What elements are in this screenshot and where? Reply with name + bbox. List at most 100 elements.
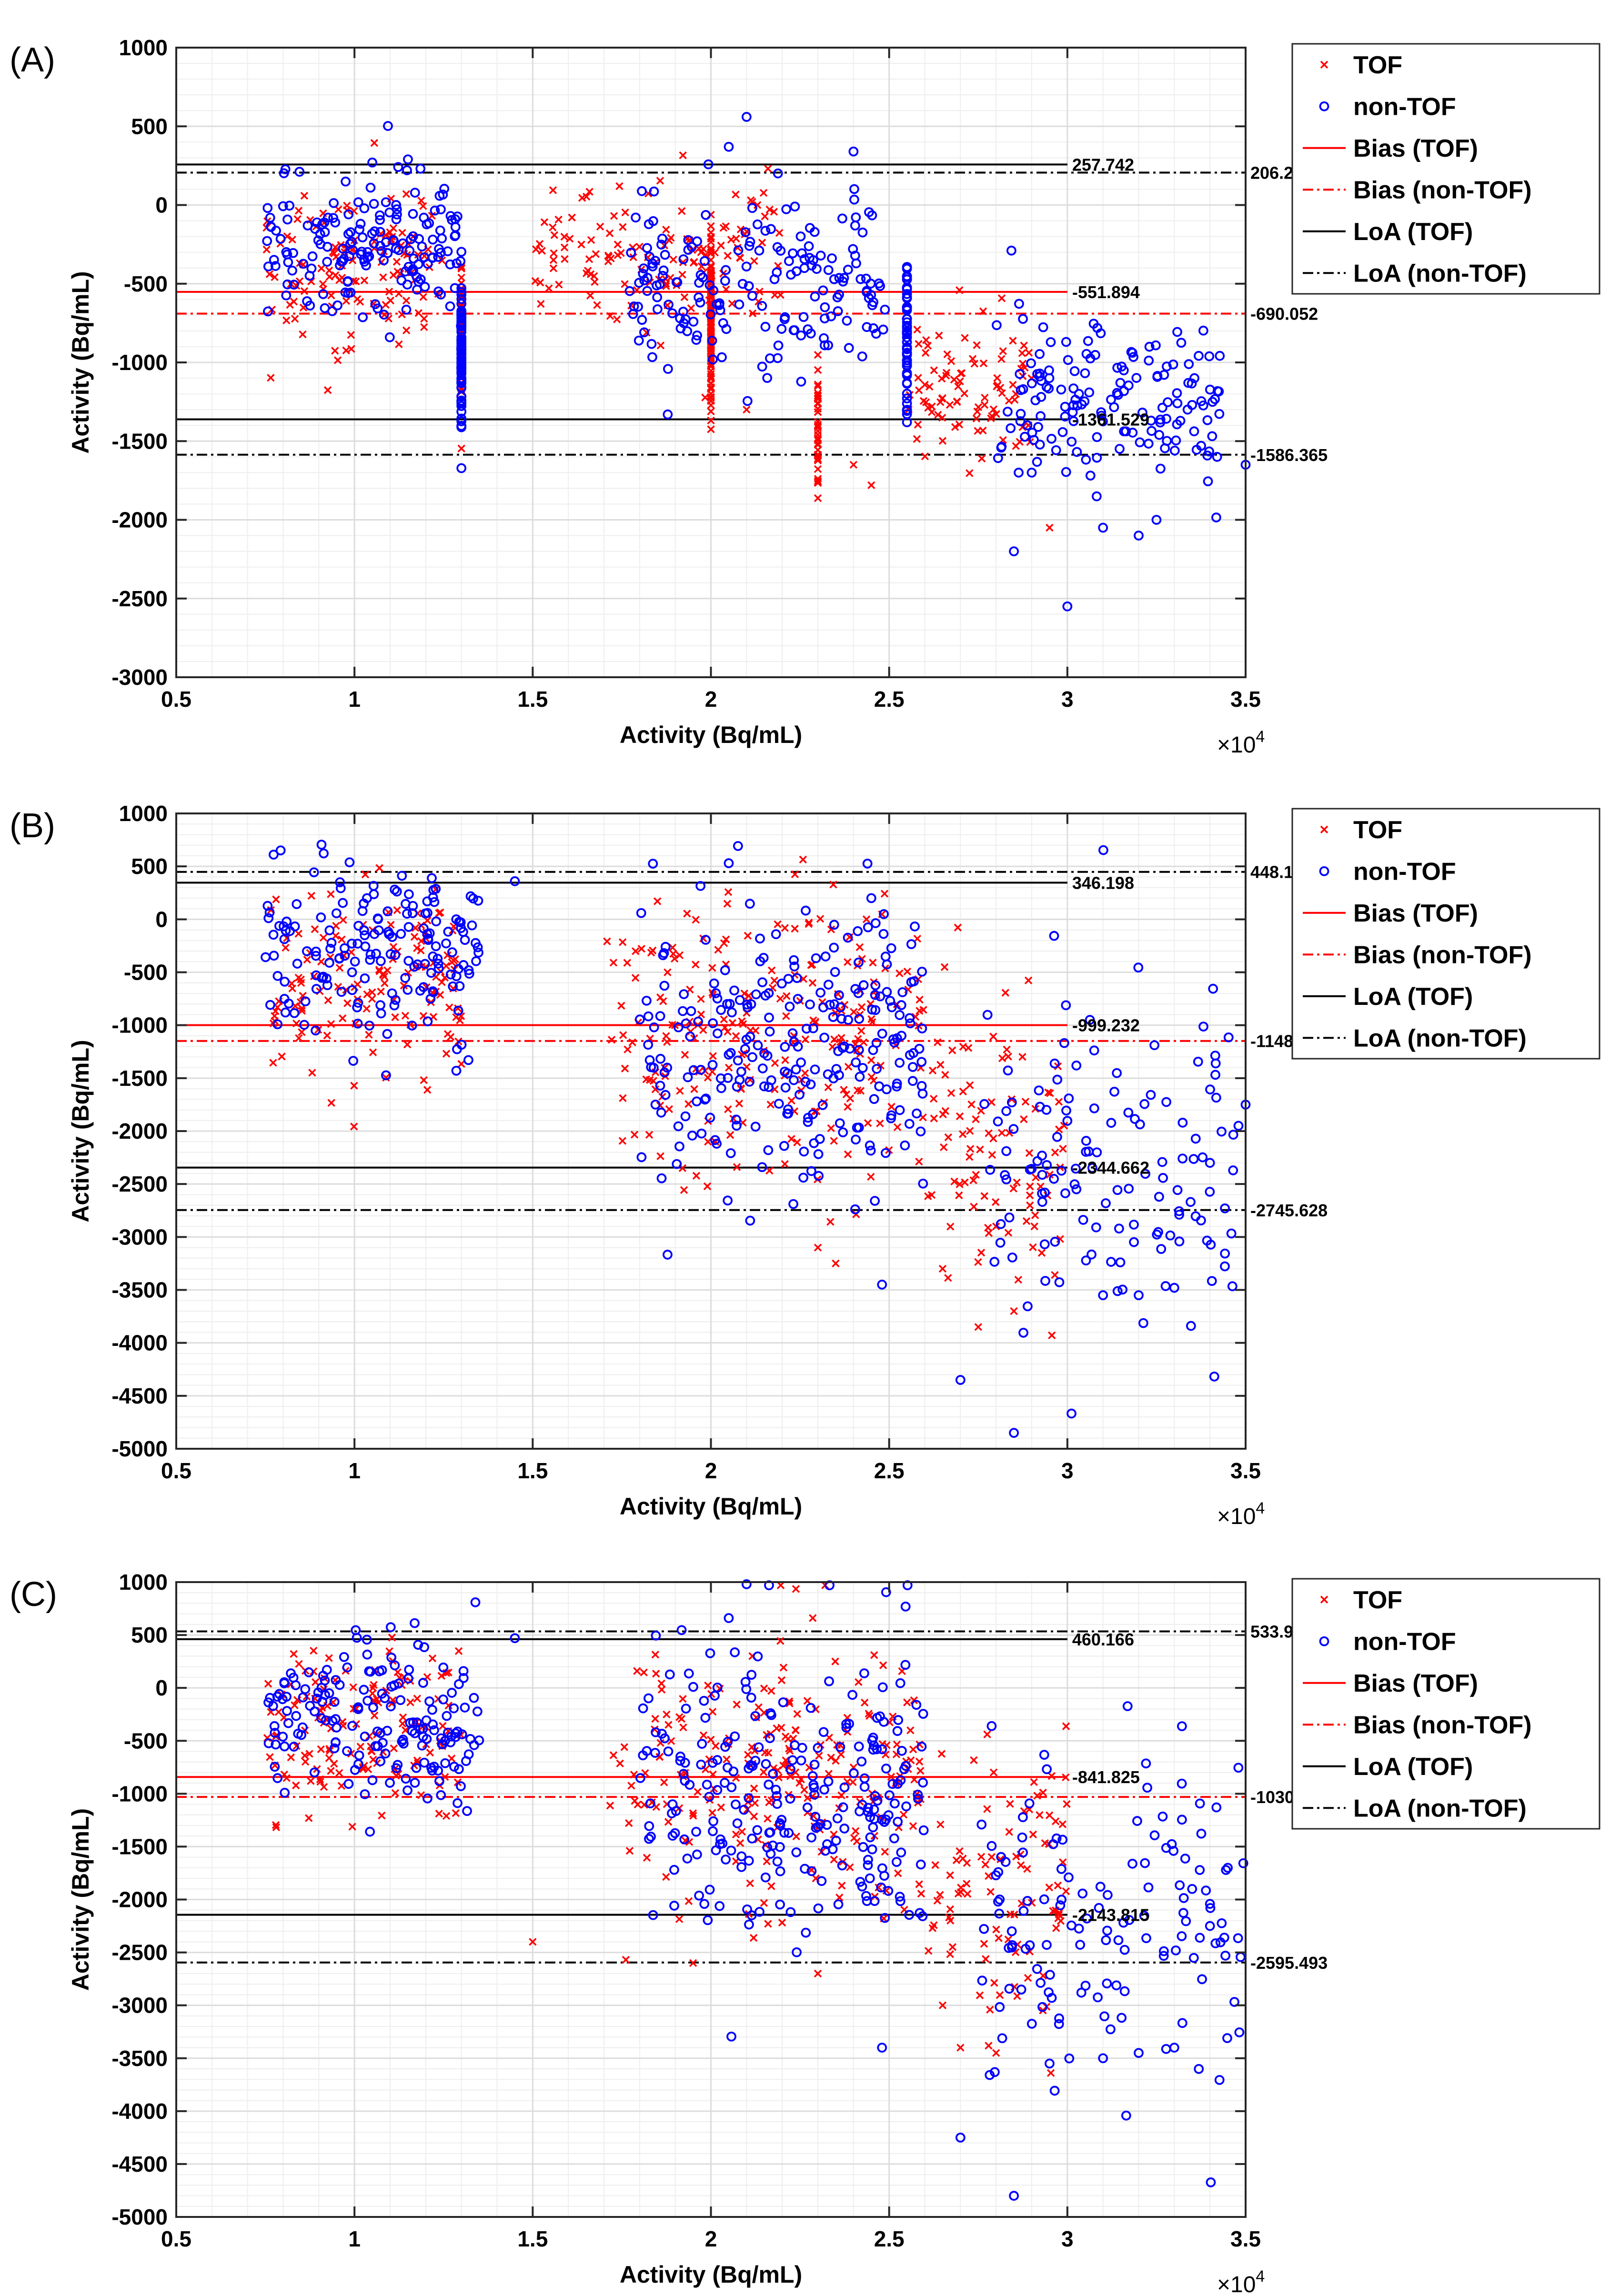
data-point-circle-marker: [902, 317, 912, 328]
data-point-x-marker: [656, 1152, 664, 1161]
data-point-circle-marker: [648, 859, 658, 869]
data-point-circle-marker: [451, 914, 462, 924]
x-tick-label: 2.5: [874, 2226, 905, 2251]
data-point-circle-marker: [757, 361, 767, 372]
x-exponent-power: 4: [1256, 728, 1265, 746]
data-point-x-marker: [335, 963, 344, 972]
data-point-circle-marker: [844, 343, 854, 353]
data-point-circle-marker: [740, 227, 751, 237]
data-point-circle-marker: [360, 1731, 370, 1742]
chart-panel-3: 533.994460.166-841.825-1030.749-2143.815…: [10, 1570, 1600, 2296]
data-point-circle-marker: [1068, 400, 1078, 411]
data-point-circle-marker: [918, 1178, 928, 1189]
data-point-circle-marker: [895, 1678, 906, 1688]
data-point-circle-marker: [759, 1081, 769, 1092]
data-point-x-marker: [951, 423, 959, 431]
data-point-x-marker: [442, 962, 450, 970]
data-point-x-marker: [349, 1683, 357, 1692]
data-point-circle-marker: [427, 873, 437, 883]
data-point-circle-marker: [391, 200, 402, 210]
data-point-x-marker: [867, 1015, 875, 1023]
data-point-x-marker: [365, 1031, 373, 1039]
data-point-circle-marker: [448, 981, 458, 992]
data-point-x-marker: [292, 1781, 300, 1790]
data-point-x-marker: [837, 1791, 845, 1799]
data-point-circle-marker: [1060, 1188, 1070, 1198]
data-point-circle-marker: [1202, 451, 1213, 461]
data-point-circle-marker: [824, 1676, 834, 1686]
data-point-circle-marker: [1228, 1165, 1238, 1175]
data-point-circle-marker: [278, 1732, 288, 1742]
data-point-circle-marker: [720, 965, 730, 975]
data-point-circle-marker: [472, 1706, 483, 1717]
data-point-circle-marker: [678, 1006, 688, 1016]
data-point-x-marker: [938, 413, 946, 422]
data-point-x-marker: [362, 1004, 371, 1013]
data-point-x-marker: [761, 1748, 769, 1757]
data-point-circle-marker: [893, 1779, 903, 1789]
data-point-circle-marker: [734, 299, 745, 310]
data-point-x-marker: [1011, 1948, 1020, 1956]
data-point-circle-marker: [1112, 1068, 1122, 1078]
data-point-circle-marker: [357, 906, 368, 916]
data-point-circle-marker: [989, 2067, 1000, 2077]
data-point-x-marker: [961, 334, 969, 342]
data-point-x-marker: [936, 1891, 944, 1899]
data-point-circle-marker: [856, 1756, 867, 1767]
data-point-circle-marker: [358, 312, 368, 322]
data-point-x-marker: [909, 1745, 917, 1754]
data-point-circle-marker: [1062, 601, 1073, 612]
y-tick-label: -1000: [111, 350, 168, 375]
data-point-circle-marker: [880, 1913, 890, 1923]
data-point-circle-marker: [789, 961, 800, 972]
y-tick-label: -500: [124, 1728, 168, 1753]
data-point-x-marker: [903, 1698, 911, 1706]
reference-line-label: -2143.815: [1072, 1905, 1149, 1925]
data-point-x-marker: [381, 979, 389, 987]
data-point-x-marker: [974, 1323, 982, 1331]
data-point-circle-marker: [1214, 2075, 1225, 2085]
data-point-circle-marker: [745, 237, 755, 247]
x-tick-label: 2.5: [874, 687, 905, 712]
data-point-x-marker: [390, 1744, 398, 1753]
data-point-circle-marker: [902, 332, 912, 342]
reference-lines: [176, 871, 1246, 1211]
data-point-circle-marker: [1000, 1170, 1010, 1180]
data-point-x-marker: [987, 1098, 996, 1106]
data-point-circle-marker: [1172, 388, 1182, 398]
data-point-circle-marker: [445, 259, 455, 270]
data-point-circle-marker: [339, 1652, 349, 1662]
data-point-circle-marker: [979, 1099, 989, 1109]
data-point-circle-marker: [800, 1077, 811, 1087]
data-point-circle-marker: [391, 214, 402, 224]
data-point-x-marker: [428, 1654, 437, 1663]
data-point-circle-marker: [456, 349, 467, 360]
data-point-circle-marker: [1094, 1903, 1104, 1913]
data-point-x-marker: [1018, 1053, 1026, 1061]
data-point-x-marker: [1049, 1907, 1057, 1915]
data-point-circle-marker: [1152, 1229, 1162, 1240]
data-point-circle-marker: [737, 279, 748, 289]
data-point-x-marker: [621, 208, 629, 217]
data-point-x-marker: [663, 1710, 671, 1719]
data-point-x-marker: [855, 943, 864, 952]
data-point-circle-marker: [1102, 1925, 1112, 1936]
data-point-circle-marker: [473, 947, 483, 958]
data-point-circle-marker: [1039, 1750, 1049, 1760]
data-point-x-marker: [990, 1979, 998, 1987]
data-point-x-marker: [363, 990, 371, 998]
data-point-circle-marker: [729, 985, 739, 996]
data-point-circle-marker: [317, 1696, 327, 1707]
y-tick-label: -500: [124, 271, 168, 296]
data-point-circle-marker: [317, 973, 327, 983]
data-point-x-marker: [697, 995, 705, 1003]
data-point-circle-marker: [654, 279, 665, 290]
data-point-circle-marker: [292, 899, 302, 909]
data-point-x-marker: [998, 389, 1006, 397]
data-point-circle-marker: [403, 1674, 413, 1684]
data-point-circle-marker: [1006, 423, 1016, 433]
data-point-circle-marker: [324, 925, 335, 935]
data-point-x-marker: [618, 938, 627, 946]
data-point-x-marker: [940, 963, 949, 971]
data-point-x-marker: [808, 979, 817, 987]
